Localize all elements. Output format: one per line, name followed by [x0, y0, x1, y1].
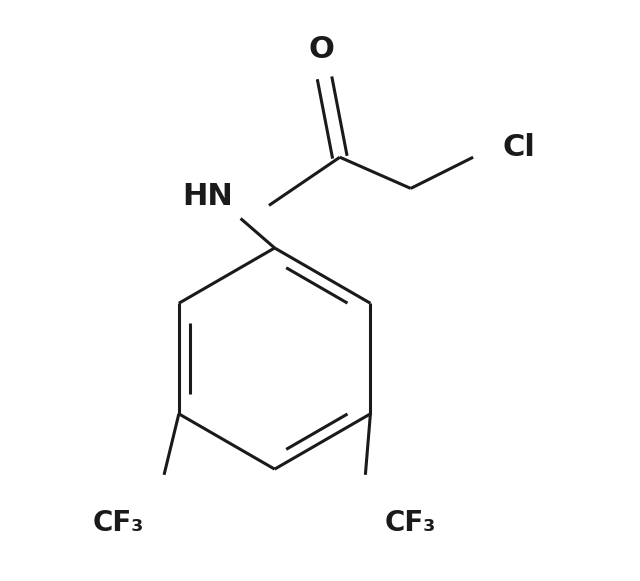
Text: O: O	[308, 35, 335, 64]
Text: Cl: Cl	[502, 133, 536, 162]
Text: CF₃: CF₃	[93, 509, 145, 537]
Text: HN: HN	[182, 182, 233, 211]
Text: CF₃: CF₃	[385, 509, 436, 537]
